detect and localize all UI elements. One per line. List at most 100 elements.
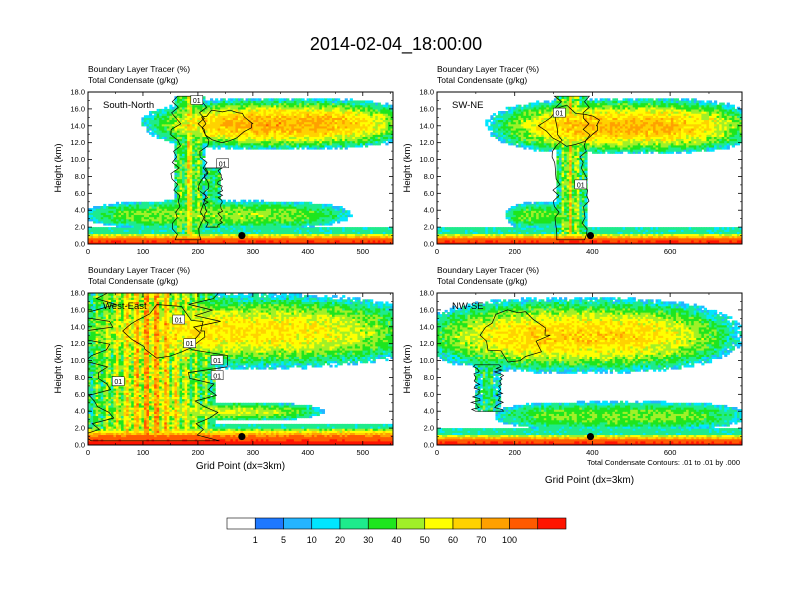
y-tick-label: 8.0 bbox=[75, 373, 85, 382]
condensate-contour bbox=[469, 364, 505, 412]
y-tick-label: 14.0 bbox=[70, 121, 85, 130]
x-tick-label: 200 bbox=[192, 448, 205, 457]
y-tick-label: 8.0 bbox=[424, 373, 434, 382]
condensate-contour bbox=[551, 95, 591, 241]
contour-label: 01 bbox=[175, 318, 183, 325]
x-tick-label: 0 bbox=[435, 247, 439, 256]
y-tick-label: 14.0 bbox=[419, 322, 434, 331]
condensate-contour bbox=[88, 293, 229, 442]
y-axis-label: Height (km) bbox=[402, 143, 413, 192]
y-tick-label: 4.0 bbox=[424, 407, 434, 416]
y-tick-label: 10.0 bbox=[419, 356, 434, 365]
x-tick-label: 100 bbox=[137, 448, 150, 457]
contour-label: 01 bbox=[213, 373, 221, 380]
x-tick-label: 0 bbox=[435, 448, 439, 457]
colorbar-swatch bbox=[509, 517, 539, 530]
y-tick-label: 6.0 bbox=[424, 390, 434, 399]
panel-label: South-North bbox=[103, 100, 154, 111]
left-string-tracer: Boundary Layer Tracer (%) bbox=[88, 64, 190, 74]
y-tick-label: 18.0 bbox=[419, 289, 434, 298]
location-marker bbox=[586, 432, 595, 441]
y-tick-label: 2.0 bbox=[75, 223, 85, 232]
colorbar-label: 70 bbox=[476, 535, 486, 545]
colorbar-swatch bbox=[480, 517, 510, 530]
y-tick-label: 4.0 bbox=[75, 407, 85, 416]
condensate-contour bbox=[537, 104, 600, 147]
colorbar-swatch bbox=[537, 517, 567, 530]
y-tick-label: 8.0 bbox=[75, 172, 85, 181]
colorbar-label: 30 bbox=[363, 535, 373, 545]
x-tick-label: 400 bbox=[302, 247, 315, 256]
y-tick-label: 18.0 bbox=[419, 88, 434, 97]
y-tick-label: 16.0 bbox=[419, 305, 434, 314]
contour-label: 01 bbox=[577, 182, 585, 189]
y-tick-label: 6.0 bbox=[424, 189, 434, 198]
left-string-condensate: Total Condensate (g/kg) bbox=[88, 276, 178, 286]
y-tick-label: 12.0 bbox=[70, 339, 85, 348]
colorbar-label: 40 bbox=[391, 535, 401, 545]
colorbar-swatch bbox=[311, 517, 341, 530]
y-tick-label: 16.0 bbox=[70, 104, 85, 113]
colorbar-swatch bbox=[254, 517, 284, 530]
panel-4: 0.0 2.0 4.0 6.0 8.0 10.0 12.0 14.0 16.0 18.0 0 200 4… bbox=[402, 265, 743, 486]
x-tick-label: 400 bbox=[302, 448, 315, 457]
panel-label: SW-NE bbox=[452, 100, 484, 111]
colorbar-label: 1 bbox=[253, 535, 258, 545]
heatmap-field bbox=[437, 293, 742, 445]
x-tick-label: 400 bbox=[586, 247, 599, 256]
location-marker bbox=[238, 231, 246, 240]
y-axis-label: Height (km) bbox=[53, 143, 64, 192]
y-tick-label: 4.0 bbox=[424, 206, 434, 215]
figure-title: 2014-02-04_18:00:00 bbox=[310, 34, 482, 55]
x-tick-label: 300 bbox=[247, 448, 260, 457]
x-tick-label: 100 bbox=[137, 247, 150, 256]
y-tick-label: 12.0 bbox=[419, 138, 434, 147]
colorbar-swatch bbox=[424, 517, 454, 530]
y-tick-label: 12.0 bbox=[70, 138, 85, 147]
y-tick-label: 2.0 bbox=[75, 424, 85, 433]
y-tick-label: 0.0 bbox=[424, 441, 434, 450]
x-tick-label: 300 bbox=[247, 247, 260, 256]
y-tick-label: 10.0 bbox=[70, 356, 85, 365]
colorbar-label: 60 bbox=[448, 535, 458, 545]
y-tick-label: 16.0 bbox=[419, 104, 434, 113]
colorbar: 1 5 10 20 30 40 50 60 70 100 bbox=[226, 517, 567, 545]
y-tick-label: 4.0 bbox=[75, 206, 85, 215]
contour-footnote: Total Condensate Contours: .01 to .01 by… bbox=[587, 458, 740, 467]
y-tick-label: 18.0 bbox=[70, 289, 85, 298]
x-tick-label: 200 bbox=[508, 247, 521, 256]
condensate-contour bbox=[122, 304, 206, 359]
colorbar-swatch bbox=[452, 517, 482, 530]
panel-3: 01 01 01 01 01 0.0 2.0 4.0 6.0 8.0 10.0 12.0 14.0 16.… bbox=[53, 265, 394, 472]
left-string-condensate: Total Condensate (g/kg) bbox=[88, 75, 178, 85]
y-tick-label: 8.0 bbox=[424, 172, 434, 181]
x-tick-label: 0 bbox=[86, 448, 90, 457]
left-string-tracer: Boundary Layer Tracer (%) bbox=[437, 64, 539, 74]
colorbar-swatch bbox=[396, 517, 426, 530]
contour-label: 01 bbox=[219, 161, 227, 168]
colorbar-swatch bbox=[339, 517, 369, 530]
colorbar-label: 50 bbox=[420, 535, 430, 545]
left-string-tracer: Boundary Layer Tracer (%) bbox=[437, 265, 539, 275]
x-tick-label: 600 bbox=[664, 247, 677, 256]
colorbar-swatch bbox=[367, 517, 397, 530]
colorbar-label: 5 bbox=[281, 535, 286, 545]
panels: 01010.02.04.06.08.010.012.014.016.018.00… bbox=[53, 64, 743, 486]
y-tick-label: 0.0 bbox=[75, 441, 85, 450]
panel-label: West-East bbox=[103, 301, 147, 312]
heatmap-field: 01 01 01 01 01 bbox=[88, 293, 393, 445]
contour-label: 01 bbox=[555, 111, 563, 118]
panel-label: NW-SE bbox=[452, 301, 484, 312]
y-tick-label: 16.0 bbox=[70, 305, 85, 314]
x-tick-label: 200 bbox=[508, 448, 521, 457]
y-axis-label: Height (km) bbox=[53, 344, 64, 393]
x-tick-label: 0 bbox=[86, 247, 90, 256]
condensate-contour bbox=[479, 309, 551, 363]
x-tick-label: 500 bbox=[357, 448, 370, 457]
x-tick-label: 600 bbox=[664, 448, 677, 457]
contour-label: 01 bbox=[213, 358, 221, 365]
location-marker bbox=[238, 432, 246, 441]
heatmap-field: 01 01 bbox=[437, 92, 742, 244]
location-marker bbox=[586, 231, 595, 240]
